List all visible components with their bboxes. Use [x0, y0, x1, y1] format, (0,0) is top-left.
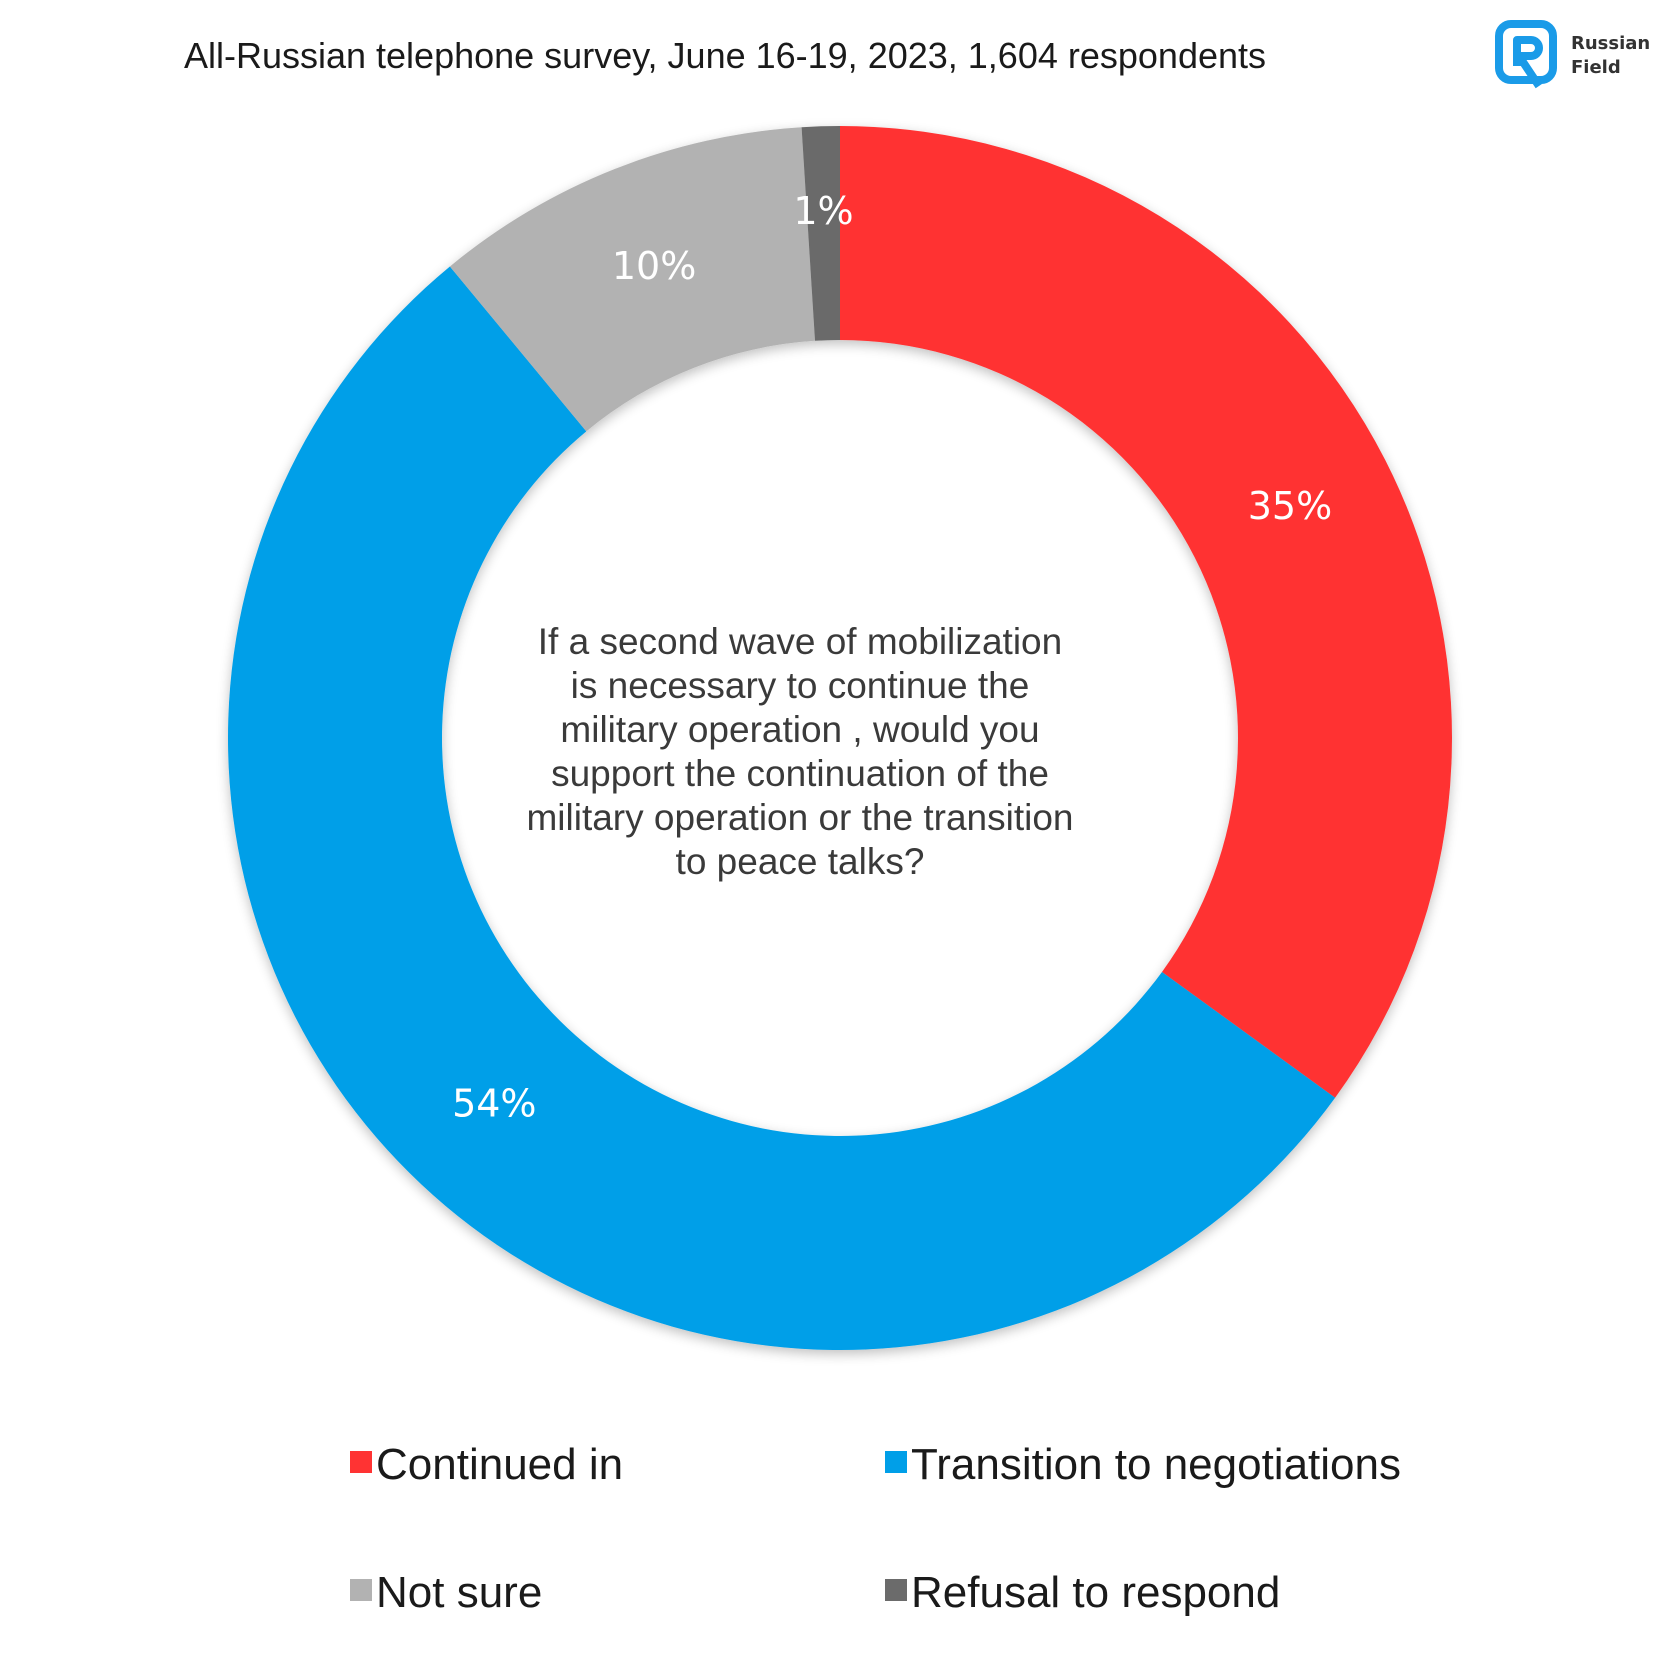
logo-text: Russian Field — [1571, 32, 1650, 80]
legend-label-not-sure: Not sure — [376, 1568, 543, 1617]
logo-text-line2: Field — [1571, 57, 1621, 78]
chart-title: All-Russian telephone survey, June 16-19… — [183, 35, 1267, 76]
data-label-refusal-to-respond: 1% — [793, 189, 853, 233]
chart-legend: Continued in Transition to negotiations … — [350, 1440, 1450, 1640]
legend-swatch-negotiations — [885, 1451, 907, 1473]
legend-item-refusal: Refusal to respond — [885, 1568, 1280, 1618]
legend-item-continued: Continued in — [350, 1440, 623, 1490]
data-label-continued-in: 35% — [1248, 484, 1332, 528]
data-label-not-sure: 10% — [612, 244, 696, 288]
legend-label-negotiations: Transition to negotiations — [911, 1440, 1401, 1489]
donut-slice-continued-in — [840, 126, 1453, 1098]
russian-field-logo: Russian Field — [1495, 20, 1665, 92]
donut-chart: 35% 54% 10% 1% — [227, 126, 1453, 1350]
legend-label-continued: Continued in — [376, 1440, 624, 1489]
legend-swatch-continued — [350, 1451, 372, 1473]
donut-slice-transition-to-negotiations — [227, 266, 1336, 1350]
center-question-text: If a second wave of mobilization is nece… — [526, 621, 1074, 882]
donut-slice-refusal-to-respond — [801, 126, 840, 341]
legend-label-refusal: Refusal to respond — [911, 1568, 1281, 1617]
data-label-transition-to-negotiations: 54% — [452, 1082, 536, 1126]
russian-field-logo-icon — [1495, 20, 1557, 89]
logo-text-line1: Russian — [1571, 33, 1651, 54]
legend-swatch-not-sure — [350, 1579, 372, 1601]
legend-item-not-sure: Not sure — [350, 1568, 542, 1618]
legend-item-negotiations: Transition to negotiations — [885, 1440, 1401, 1490]
donut-slice-not-sure — [449, 127, 816, 432]
legend-swatch-refusal — [885, 1579, 907, 1601]
